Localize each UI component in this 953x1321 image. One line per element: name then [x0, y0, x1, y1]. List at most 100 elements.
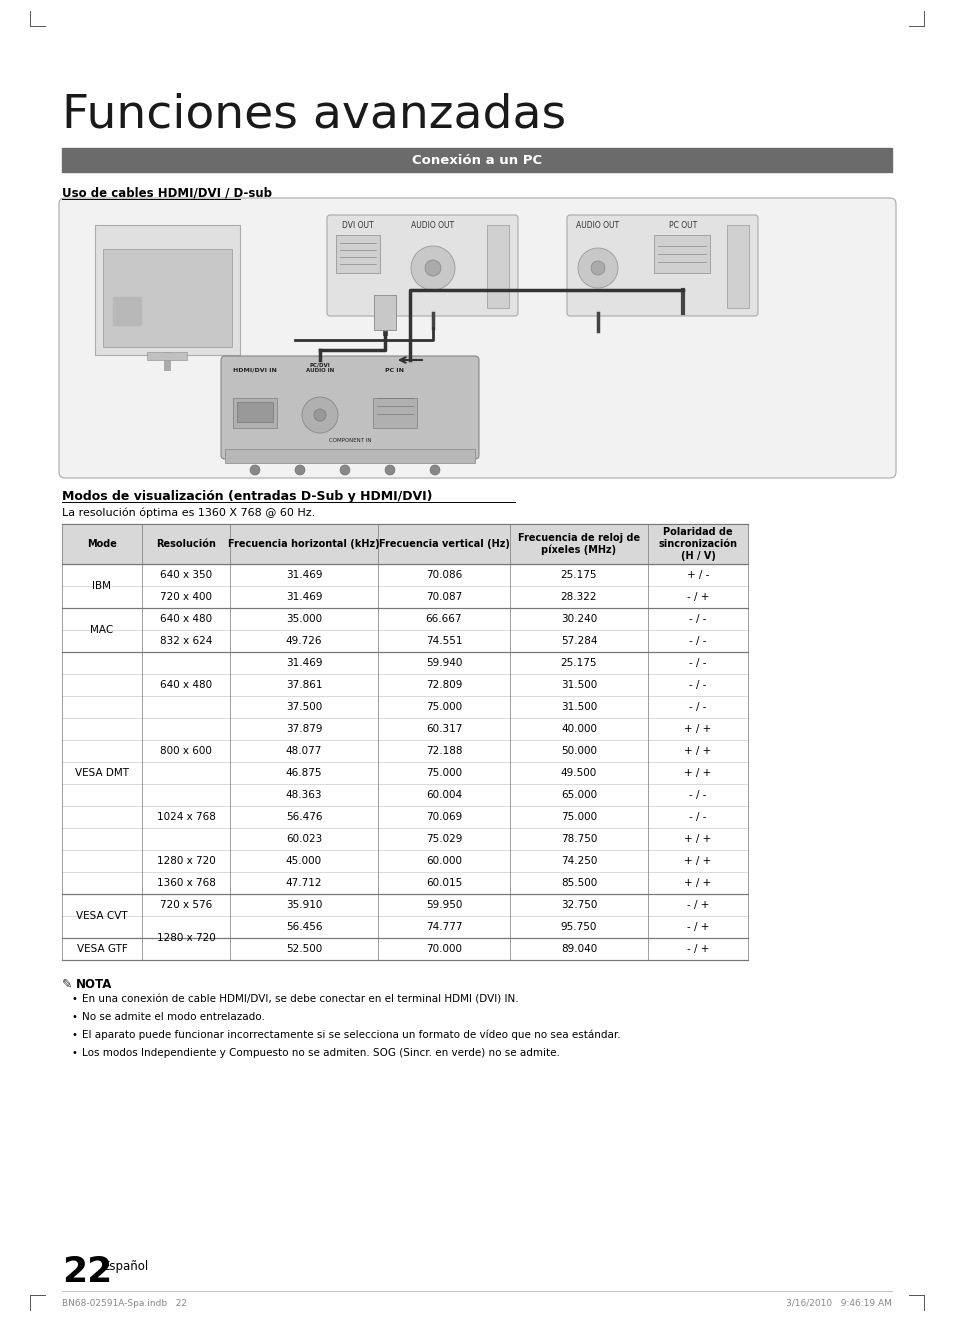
Text: 720 x 576: 720 x 576: [160, 900, 212, 910]
Text: Español: Español: [103, 1260, 149, 1273]
Text: En una conexión de cable HDMI/DVI, se debe conectar en el terminal HDMI (DVI) IN: En una conexión de cable HDMI/DVI, se de…: [82, 993, 518, 1004]
Circle shape: [424, 260, 440, 276]
Bar: [62, 148, 891, 172]
Circle shape: [578, 248, 618, 288]
Text: 74.551: 74.551: [425, 635, 462, 646]
Text: 78.750: 78.750: [560, 834, 597, 844]
FancyBboxPatch shape: [59, 198, 895, 478]
Text: 640 x 480: 640 x 480: [160, 614, 212, 624]
Circle shape: [430, 465, 439, 476]
Text: 70.087: 70.087: [425, 592, 461, 602]
Text: 48.363: 48.363: [286, 790, 322, 801]
Text: + / +: + / +: [683, 768, 711, 778]
Text: - / +: - / +: [686, 945, 708, 954]
Text: 56.476: 56.476: [286, 812, 322, 822]
Text: 72.188: 72.188: [425, 746, 462, 756]
Text: VESA CVT: VESA CVT: [76, 911, 128, 921]
Text: 22: 22: [62, 1255, 112, 1289]
Text: - / +: - / +: [686, 922, 708, 933]
Text: Modos de visualización (entradas D-Sub y HDMI/DVI): Modos de visualización (entradas D-Sub y…: [62, 490, 432, 503]
Bar: [654, 235, 709, 273]
Text: 74.777: 74.777: [425, 922, 462, 933]
Text: 95.750: 95.750: [560, 922, 597, 933]
Text: Mode: Mode: [87, 539, 117, 550]
Bar: [374, 295, 395, 330]
Text: La resolución óptima es 1360 X 768 @ 60 Hz.: La resolución óptima es 1360 X 768 @ 60 …: [62, 509, 314, 519]
Text: 60.023: 60.023: [286, 834, 322, 844]
Bar: [147, 351, 187, 361]
Text: MAC: MAC: [91, 625, 113, 635]
FancyBboxPatch shape: [221, 355, 478, 458]
Text: - / -: - / -: [688, 812, 706, 822]
Text: •: •: [71, 993, 78, 1004]
Text: 46.875: 46.875: [286, 768, 322, 778]
Text: - / +: - / +: [686, 592, 708, 602]
Text: + / +: + / +: [683, 878, 711, 888]
Text: 75.000: 75.000: [560, 812, 597, 822]
Text: 32.750: 32.750: [560, 900, 597, 910]
Bar: [335, 235, 379, 273]
Text: 52.500: 52.500: [286, 945, 322, 954]
Text: PC/DVI
AUDIO IN: PC/DVI AUDIO IN: [306, 362, 334, 373]
Text: - / -: - / -: [688, 680, 706, 690]
Text: 47.712: 47.712: [286, 878, 322, 888]
Text: Los modos Independiente y Compuesto no se admiten. SOG (Sincr. en verde) no se a: Los modos Independiente y Compuesto no s…: [82, 1048, 559, 1058]
Text: 1360 x 768: 1360 x 768: [156, 878, 215, 888]
Text: 37.861: 37.861: [286, 680, 322, 690]
Text: 800 x 600: 800 x 600: [160, 746, 212, 756]
Text: 85.500: 85.500: [560, 878, 597, 888]
Bar: [112, 297, 141, 325]
Text: 640 x 480: 640 x 480: [160, 680, 212, 690]
Text: 57.284: 57.284: [560, 635, 597, 646]
Text: 75.000: 75.000: [425, 701, 461, 712]
Text: + / -: + / -: [686, 569, 708, 580]
Text: 60.015: 60.015: [425, 878, 461, 888]
Bar: [236, 402, 273, 421]
Text: Funciones avanzadas: Funciones avanzadas: [62, 92, 565, 137]
Text: 75.029: 75.029: [425, 834, 461, 844]
Text: •: •: [71, 1012, 78, 1022]
Text: 3/16/2010   9:46:19 AM: 3/16/2010 9:46:19 AM: [785, 1299, 891, 1308]
Bar: [486, 225, 509, 308]
Bar: [95, 225, 240, 355]
Bar: [233, 398, 276, 428]
Text: 31.500: 31.500: [560, 680, 597, 690]
Text: 25.175: 25.175: [560, 658, 597, 668]
Text: 50.000: 50.000: [560, 746, 597, 756]
Text: 70.000: 70.000: [426, 945, 461, 954]
Text: 1280 x 720: 1280 x 720: [156, 856, 215, 867]
Text: 49.500: 49.500: [560, 768, 597, 778]
Text: 59.940: 59.940: [425, 658, 461, 668]
Text: BN68-02591A-Spa.indb   22: BN68-02591A-Spa.indb 22: [62, 1299, 187, 1308]
Text: + / +: + / +: [683, 724, 711, 734]
Text: 66.667: 66.667: [425, 614, 462, 624]
Circle shape: [590, 262, 604, 275]
Text: - / -: - / -: [688, 658, 706, 668]
Text: 37.879: 37.879: [286, 724, 322, 734]
Circle shape: [294, 465, 305, 476]
Text: 25.175: 25.175: [560, 569, 597, 580]
Text: 45.000: 45.000: [286, 856, 322, 867]
Text: IBM: IBM: [92, 581, 112, 590]
Text: 31.500: 31.500: [560, 701, 597, 712]
Text: No se admite el modo entrelazado.: No se admite el modo entrelazado.: [82, 1012, 265, 1022]
Text: •: •: [71, 1048, 78, 1058]
Text: Frecuencia de reloj de
píxeles (MHz): Frecuencia de reloj de píxeles (MHz): [517, 532, 639, 555]
Bar: [373, 398, 416, 428]
Text: 70.069: 70.069: [425, 812, 461, 822]
Text: ✎: ✎: [62, 978, 72, 991]
Text: Frecuencia horizontal (kHz): Frecuencia horizontal (kHz): [228, 539, 379, 550]
Text: 720 x 400: 720 x 400: [160, 592, 212, 602]
Text: 31.469: 31.469: [286, 569, 322, 580]
Text: 56.456: 56.456: [286, 922, 322, 933]
Text: 59.950: 59.950: [425, 900, 461, 910]
Text: NOTA: NOTA: [76, 978, 112, 991]
Circle shape: [385, 465, 395, 476]
Text: 40.000: 40.000: [560, 724, 597, 734]
Text: 30.240: 30.240: [560, 614, 597, 624]
Text: 832 x 624: 832 x 624: [160, 635, 212, 646]
Text: + / +: + / +: [683, 834, 711, 844]
Text: AUDIO OUT: AUDIO OUT: [411, 221, 454, 230]
Text: Uso de cables HDMI/DVI / D-sub: Uso de cables HDMI/DVI / D-sub: [62, 186, 272, 199]
Text: 65.000: 65.000: [560, 790, 597, 801]
